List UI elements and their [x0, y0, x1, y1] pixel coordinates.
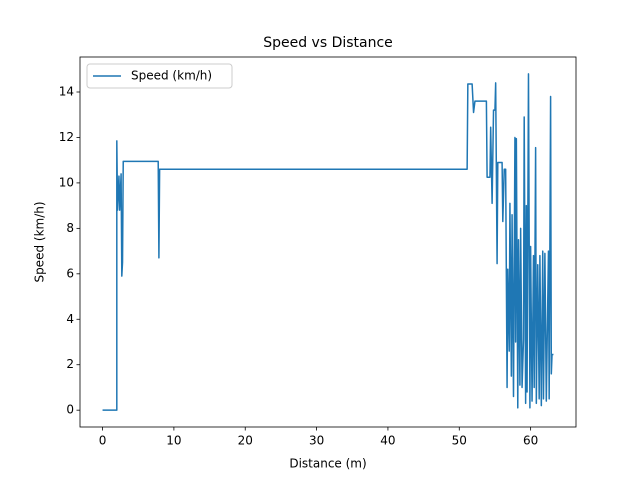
y-tick-label: 8 — [66, 221, 74, 235]
y-tick-label: 6 — [66, 266, 74, 280]
x-tick-label: 0 — [99, 434, 107, 448]
y-tick-label: 12 — [59, 130, 74, 144]
y-tick-label: 0 — [66, 403, 74, 417]
axes-frame — [79, 56, 577, 428]
data-line — [102, 73, 554, 411]
y-tick-label: 10 — [59, 175, 74, 189]
x-tick-label: 60 — [523, 434, 538, 448]
x-tick-label: 10 — [166, 434, 181, 448]
chart-title: Speed vs Distance — [263, 35, 393, 51]
x-axis-label: Distance (m) — [289, 457, 366, 471]
x-tick-label: 30 — [309, 434, 324, 448]
x-tick-label: 40 — [380, 434, 395, 448]
x-tick-label: 20 — [238, 434, 253, 448]
y-tick-label: 14 — [59, 85, 74, 99]
y-tick-label: 2 — [66, 357, 74, 371]
y-tick-label: 4 — [66, 312, 74, 326]
x-tick-label: 50 — [452, 434, 467, 448]
y-axis-label: Speed (km/h) — [33, 201, 47, 282]
legend-box — [86, 63, 233, 89]
legend-label: Speed (km/h) — [131, 69, 212, 83]
